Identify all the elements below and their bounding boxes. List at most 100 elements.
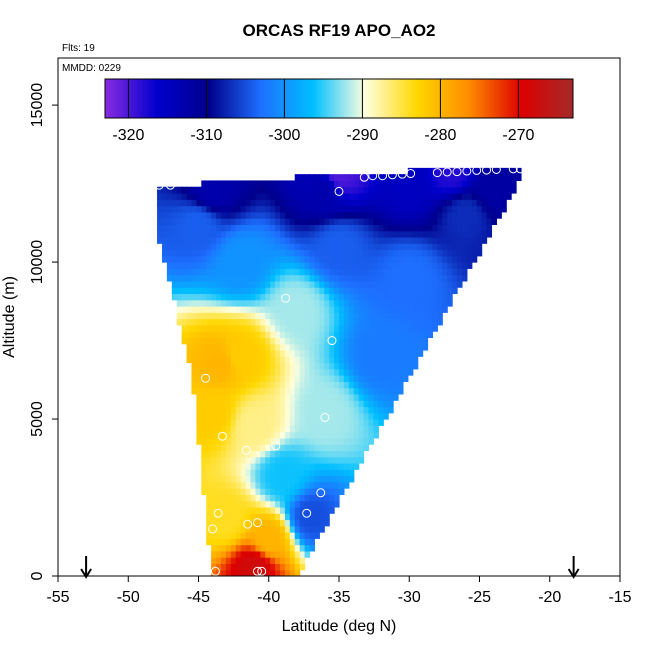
heatmap-cell bbox=[339, 381, 345, 389]
heatmap-cell bbox=[353, 287, 360, 295]
heatmap-cell bbox=[309, 393, 316, 401]
heatmap-cell bbox=[373, 280, 379, 288]
heatmap-cell bbox=[373, 274, 379, 282]
heatmap-cell bbox=[466, 243, 473, 251]
heatmap-cell bbox=[383, 406, 389, 414]
heatmap-cell bbox=[186, 343, 193, 351]
heatmap-cell bbox=[373, 243, 379, 251]
heatmap-cell bbox=[250, 368, 257, 376]
heatmap-cell bbox=[201, 475, 207, 483]
heatmap-cell bbox=[279, 343, 286, 351]
heatmap-cell bbox=[250, 299, 257, 307]
heatmap-cell bbox=[373, 262, 379, 269]
heatmap-cell bbox=[240, 349, 247, 357]
heatmap-cell bbox=[181, 199, 188, 207]
heatmap-cell bbox=[225, 249, 232, 257]
heatmap-cell bbox=[299, 236, 306, 244]
heatmap-cell bbox=[245, 462, 252, 470]
heatmap-cell bbox=[334, 469, 340, 477]
heatmap-cell bbox=[240, 400, 247, 408]
heatmap-cell bbox=[309, 494, 316, 502]
heatmap-cell bbox=[378, 393, 384, 401]
heatmap-cell bbox=[368, 293, 375, 301]
heatmap-cell bbox=[496, 174, 502, 182]
heatmap-cell bbox=[309, 331, 316, 339]
heatmap-cell bbox=[427, 324, 434, 332]
heatmap-cell bbox=[201, 375, 207, 382]
heatmap-cell bbox=[240, 362, 247, 370]
heatmap-cell bbox=[225, 387, 232, 395]
heatmap-cell bbox=[304, 550, 311, 558]
heatmap-cell bbox=[368, 255, 375, 263]
heatmap-cell bbox=[461, 211, 468, 219]
heatmap-cell bbox=[191, 306, 197, 313]
heatmap-cell bbox=[235, 306, 242, 313]
heatmap-cell bbox=[240, 387, 247, 395]
heatmap-cell bbox=[457, 199, 463, 207]
heatmap-cell bbox=[191, 349, 197, 357]
heatmap-cell bbox=[191, 337, 197, 345]
heatmap-cell bbox=[275, 337, 281, 345]
heatmap-cell bbox=[343, 268, 350, 276]
heatmap-cell bbox=[373, 192, 379, 200]
heatmap-cell bbox=[412, 249, 419, 257]
heatmap-cell bbox=[270, 312, 276, 320]
heatmap-cell bbox=[255, 525, 261, 533]
heatmap-cell bbox=[329, 343, 335, 351]
heatmap-cell bbox=[240, 488, 247, 495]
heatmap-cell bbox=[314, 387, 320, 395]
heatmap-cell bbox=[299, 356, 306, 364]
heatmap-cell bbox=[343, 437, 350, 445]
heatmap-cell bbox=[319, 425, 325, 433]
heatmap-cell bbox=[157, 230, 163, 238]
heatmap-cell bbox=[255, 387, 261, 395]
heatmap-cell bbox=[334, 356, 340, 364]
heatmap-cell bbox=[255, 550, 261, 558]
heatmap-cell bbox=[299, 393, 306, 401]
heatmap-cell bbox=[181, 293, 188, 301]
heatmap-cell bbox=[206, 431, 212, 439]
heatmap-cell bbox=[181, 186, 188, 194]
heatmap-cell bbox=[491, 174, 497, 182]
heatmap-cell bbox=[240, 306, 247, 313]
heatmap-cell bbox=[294, 337, 301, 345]
heatmap-cell bbox=[294, 211, 301, 219]
heatmap-cell bbox=[166, 224, 173, 232]
heatmap-cell bbox=[245, 381, 252, 389]
heatmap-cell bbox=[255, 506, 261, 514]
heatmap-cell bbox=[270, 469, 276, 477]
heatmap-cell bbox=[240, 186, 247, 194]
heatmap-cell bbox=[319, 205, 325, 213]
heatmap-cell bbox=[299, 544, 306, 552]
heatmap-cell bbox=[314, 393, 320, 401]
heatmap-cell bbox=[407, 349, 414, 357]
heatmap-cell bbox=[289, 506, 296, 514]
heatmap-cell bbox=[358, 425, 365, 433]
heatmap-cell bbox=[304, 356, 311, 364]
heatmap-cell bbox=[191, 211, 197, 219]
heatmap-cell bbox=[235, 331, 242, 339]
heatmap-cell bbox=[422, 218, 429, 225]
heatmap-cell bbox=[260, 192, 266, 200]
heatmap-cell bbox=[240, 437, 247, 445]
heatmap-cell bbox=[314, 419, 320, 426]
heatmap-cell bbox=[319, 406, 325, 414]
heatmap-cell bbox=[157, 199, 163, 207]
heatmap-cell bbox=[407, 186, 414, 194]
heatmap-cell bbox=[348, 475, 355, 483]
heatmap-cell bbox=[250, 224, 257, 232]
heatmap-cell bbox=[437, 274, 443, 282]
heatmap-cell bbox=[324, 174, 330, 182]
heatmap-cell bbox=[319, 381, 325, 389]
heatmap-cell bbox=[201, 293, 207, 301]
heatmap-cell bbox=[230, 481, 237, 489]
heatmap-cell bbox=[240, 268, 247, 276]
heatmap-cell bbox=[319, 324, 325, 332]
heatmap-cell bbox=[353, 419, 360, 426]
heatmap-cell bbox=[294, 387, 301, 395]
heatmap-cell bbox=[240, 255, 247, 263]
heatmap-cell bbox=[270, 318, 276, 326]
heatmap-cell bbox=[220, 431, 227, 439]
heatmap-cell bbox=[235, 243, 242, 251]
heatmap-cell bbox=[216, 563, 222, 571]
